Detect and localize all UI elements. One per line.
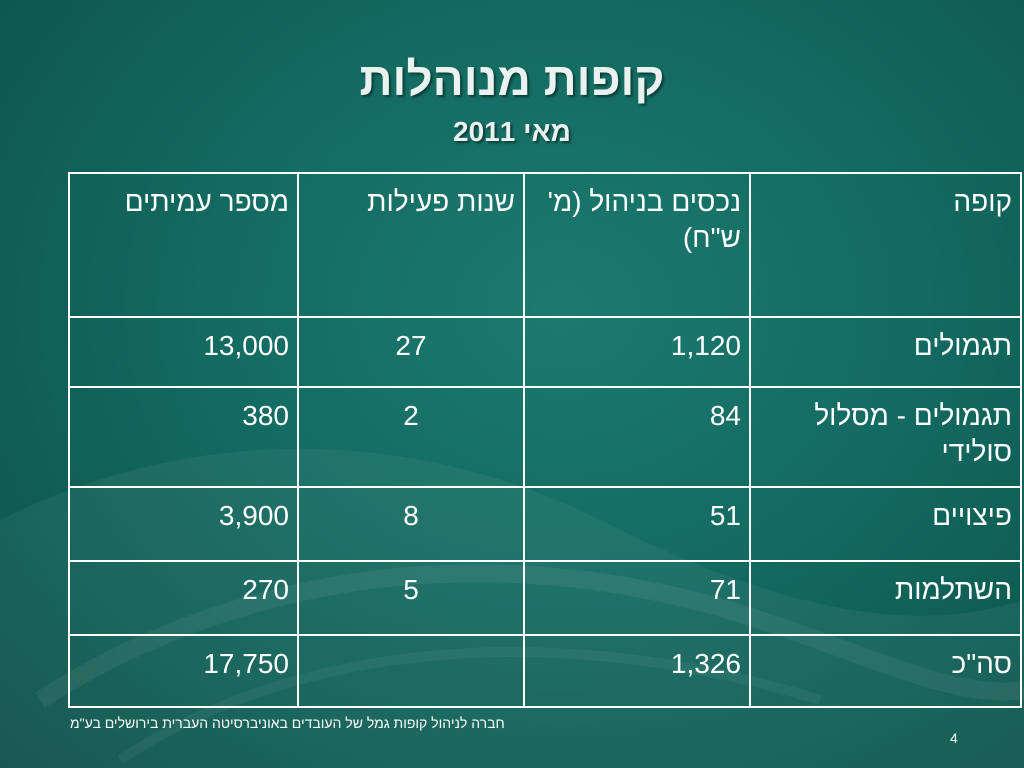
table-row: השתלמות 71 5 270 (68, 560, 1022, 636)
cell-assets: 1,326 (523, 634, 751, 708)
slide-title: קופות מנוהלות (359, 53, 665, 105)
cell-assets: 1,120 (523, 316, 751, 388)
footer-text: חברה לניהול קופות גמל של העובדים באוניבר… (70, 715, 505, 731)
cell-fund: תגמולים (749, 316, 1022, 388)
table-total-row: סה"כ 1,326 17,750 (68, 634, 1022, 708)
slide-subtitle: מאי 2011 (453, 116, 571, 147)
header-assets: נכסים בניהול (מ' ש"ח) (523, 172, 751, 318)
cell-years: 2 (297, 386, 525, 488)
cell-members: 270 (68, 560, 299, 636)
cell-fund: תגמולים - מסלול סולידי (749, 386, 1022, 488)
table-row: פיצויים 51 8 3,900 (68, 486, 1022, 562)
cell-years: 8 (297, 486, 525, 562)
cell-fund: סה"כ (749, 634, 1022, 708)
funds-table: קופה נכסים בניהול (מ' ש"ח) שנות פעילות מ… (68, 172, 1022, 708)
table-header-row: קופה נכסים בניהול (מ' ש"ח) שנות פעילות מ… (68, 172, 1022, 318)
table-row: תגמולים 1,120 27 13,000 (68, 316, 1022, 388)
cell-members: 380 (68, 386, 299, 488)
cell-assets: 71 (523, 560, 751, 636)
cell-years (297, 634, 525, 708)
header-years: שנות פעילות (297, 172, 525, 318)
cell-years: 5 (297, 560, 525, 636)
cell-fund: השתלמות (749, 560, 1022, 636)
page-number: 4 (950, 730, 958, 746)
cell-members: 13,000 (68, 316, 299, 388)
cell-members: 17,750 (68, 634, 299, 708)
cell-assets: 51 (523, 486, 751, 562)
cell-members: 3,900 (68, 486, 299, 562)
header-members: מספר עמיתים (68, 172, 299, 318)
cell-assets: 84 (523, 386, 751, 488)
cell-years: 27 (297, 316, 525, 388)
header-fund: קופה (749, 172, 1022, 318)
cell-fund: פיצויים (749, 486, 1022, 562)
table-row: תגמולים - מסלול סולידי 84 2 380 (68, 386, 1022, 488)
